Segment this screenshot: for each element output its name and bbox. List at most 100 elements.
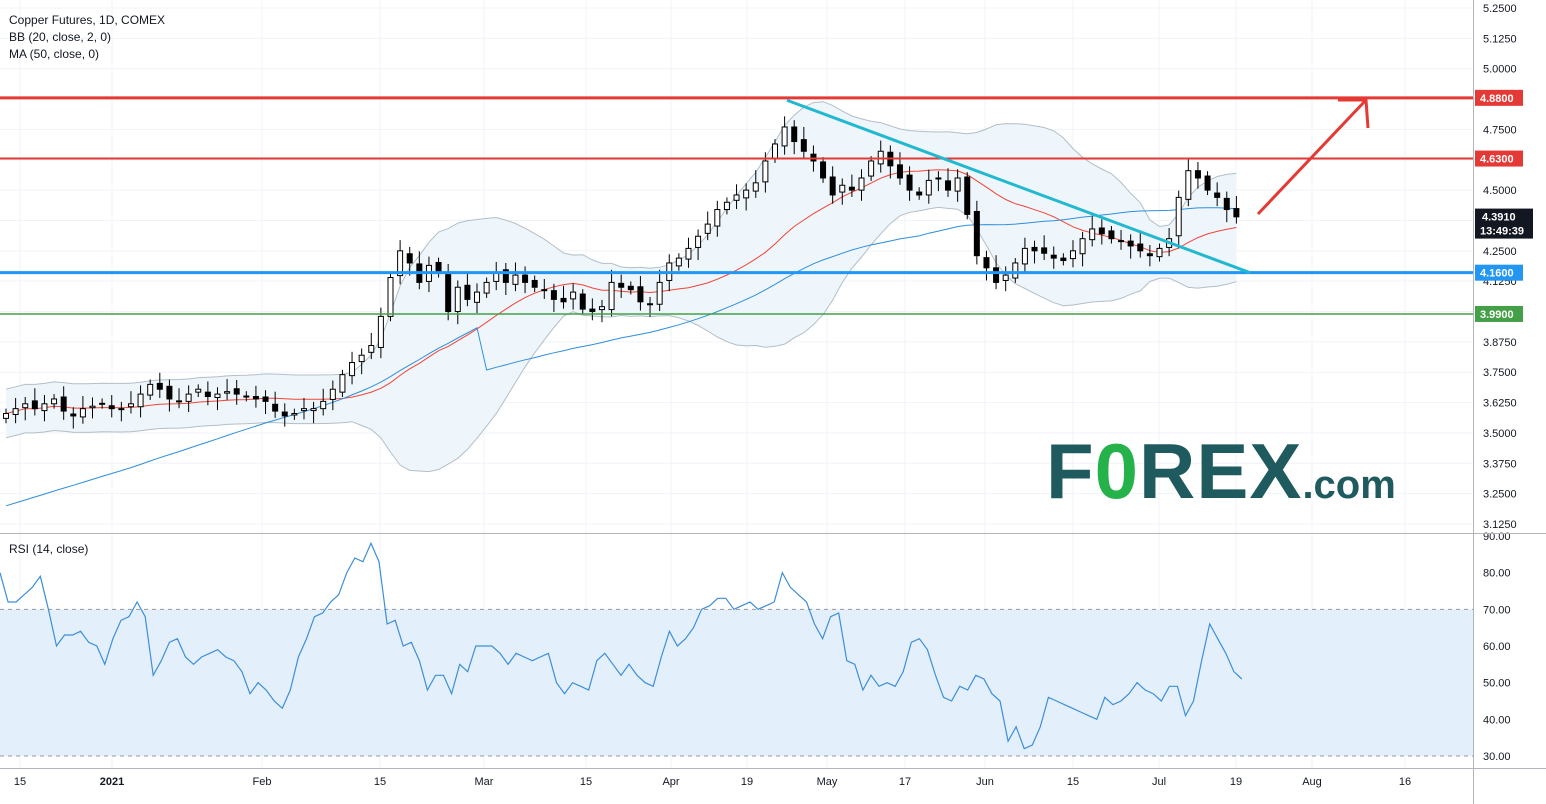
candle-body (147, 383, 154, 396)
candle (454, 280, 461, 325)
y-tick-label: 3.3750 (1483, 458, 1517, 470)
candle-body (137, 393, 144, 408)
symbol-title[interactable]: Copper Futures, 1D, COMEX (9, 13, 166, 27)
rsi-y-tick-label: 50.00 (1483, 678, 1511, 690)
candle-body (589, 308, 596, 313)
candle-body (1021, 247, 1028, 265)
projection-arrow (1256, 98, 1368, 216)
x-tick-label: Jun (976, 776, 994, 788)
candle (1194, 161, 1201, 189)
bb-indicator-label[interactable]: BB (20, close, 2, 0) (9, 30, 112, 44)
candle (1108, 226, 1115, 244)
candle (791, 120, 798, 155)
candle-body (714, 209, 721, 227)
candle (339, 369, 346, 398)
candle-body (1156, 247, 1163, 258)
candle-body (848, 186, 855, 191)
candle-body (320, 400, 327, 410)
candle-body (550, 290, 557, 300)
candle (945, 168, 952, 197)
candle-body (474, 291, 481, 303)
candle (637, 276, 644, 311)
candle-body (224, 391, 231, 394)
y-tick-label: 3.5000 (1483, 428, 1517, 440)
candle (781, 116, 788, 155)
rsi-indicator-label[interactable]: RSI (14, close) (9, 542, 89, 556)
candle-body (329, 388, 336, 400)
candle-body (791, 126, 798, 143)
rsi-y-tick-label: 70.00 (1483, 604, 1511, 616)
candle-body (118, 408, 125, 411)
candle-body (993, 267, 1000, 283)
rsi-band-fill (0, 609, 1473, 756)
level-badge-label: 4.1600 (1480, 268, 1514, 280)
candle (550, 283, 557, 313)
candle (233, 380, 240, 405)
candle-body (166, 385, 173, 400)
x-tick-label: Mar (475, 776, 494, 788)
candle-body (608, 281, 615, 311)
candle (839, 178, 846, 205)
logo-letter-f: F (1046, 427, 1095, 515)
candle-body (1002, 274, 1009, 281)
ma-indicator-label[interactable]: MA (50, close, 0) (9, 47, 100, 61)
y-tick-label: 5.0000 (1483, 64, 1517, 76)
candle (964, 172, 971, 220)
candle-body (252, 396, 259, 400)
candle-body (3, 413, 9, 419)
candle-body (243, 395, 250, 398)
candle (1233, 195, 1240, 224)
candle-body (368, 345, 375, 353)
candle-body (51, 398, 58, 405)
candle (156, 372, 163, 398)
candle-body (598, 306, 605, 311)
candle-body (397, 250, 404, 277)
candle (1146, 244, 1153, 267)
y-tick-label: 3.8750 (1483, 337, 1517, 349)
candle-body (176, 400, 183, 403)
candle (656, 269, 663, 312)
candle (685, 237, 692, 268)
candle (848, 174, 855, 197)
candle-body (300, 408, 307, 412)
x-tick-label: 19 (741, 776, 753, 788)
candle-body (1185, 170, 1192, 200)
price-pane[interactable] (0, 96, 1473, 507)
candle-body (1031, 246, 1038, 252)
candle-body (502, 269, 509, 283)
candle-body (195, 388, 202, 393)
candle (502, 262, 509, 296)
candle (627, 281, 634, 295)
candle-body (310, 408, 317, 412)
arrow-head-icon (1338, 98, 1370, 129)
rsi-y-tick-label: 90.00 (1483, 531, 1511, 543)
candle-body (1089, 228, 1096, 241)
bb-upper-band (5, 101, 1237, 390)
candle (906, 166, 913, 201)
y-tick-label: 3.1250 (1483, 519, 1517, 531)
candle-body (1233, 208, 1240, 218)
candle (973, 200, 980, 265)
candle-body (829, 176, 836, 196)
candle-body (156, 382, 163, 390)
rsi-pane[interactable] (0, 541, 1473, 757)
candle (118, 401, 125, 422)
candle-body (839, 184, 846, 193)
candle-body (1098, 227, 1105, 235)
candle-body (445, 274, 452, 313)
x-tick-label: 19 (1230, 776, 1242, 788)
candle-body (1118, 240, 1125, 243)
candle-body (637, 286, 644, 303)
candle (387, 272, 394, 322)
candle (570, 283, 577, 310)
candle (704, 211, 711, 241)
candle (589, 298, 596, 321)
y-tick-label: 4.5000 (1483, 185, 1517, 197)
candle (243, 391, 250, 402)
candle-body (60, 396, 67, 412)
candle-body (377, 315, 384, 348)
candle-body (454, 286, 461, 313)
candle-body (339, 374, 346, 393)
